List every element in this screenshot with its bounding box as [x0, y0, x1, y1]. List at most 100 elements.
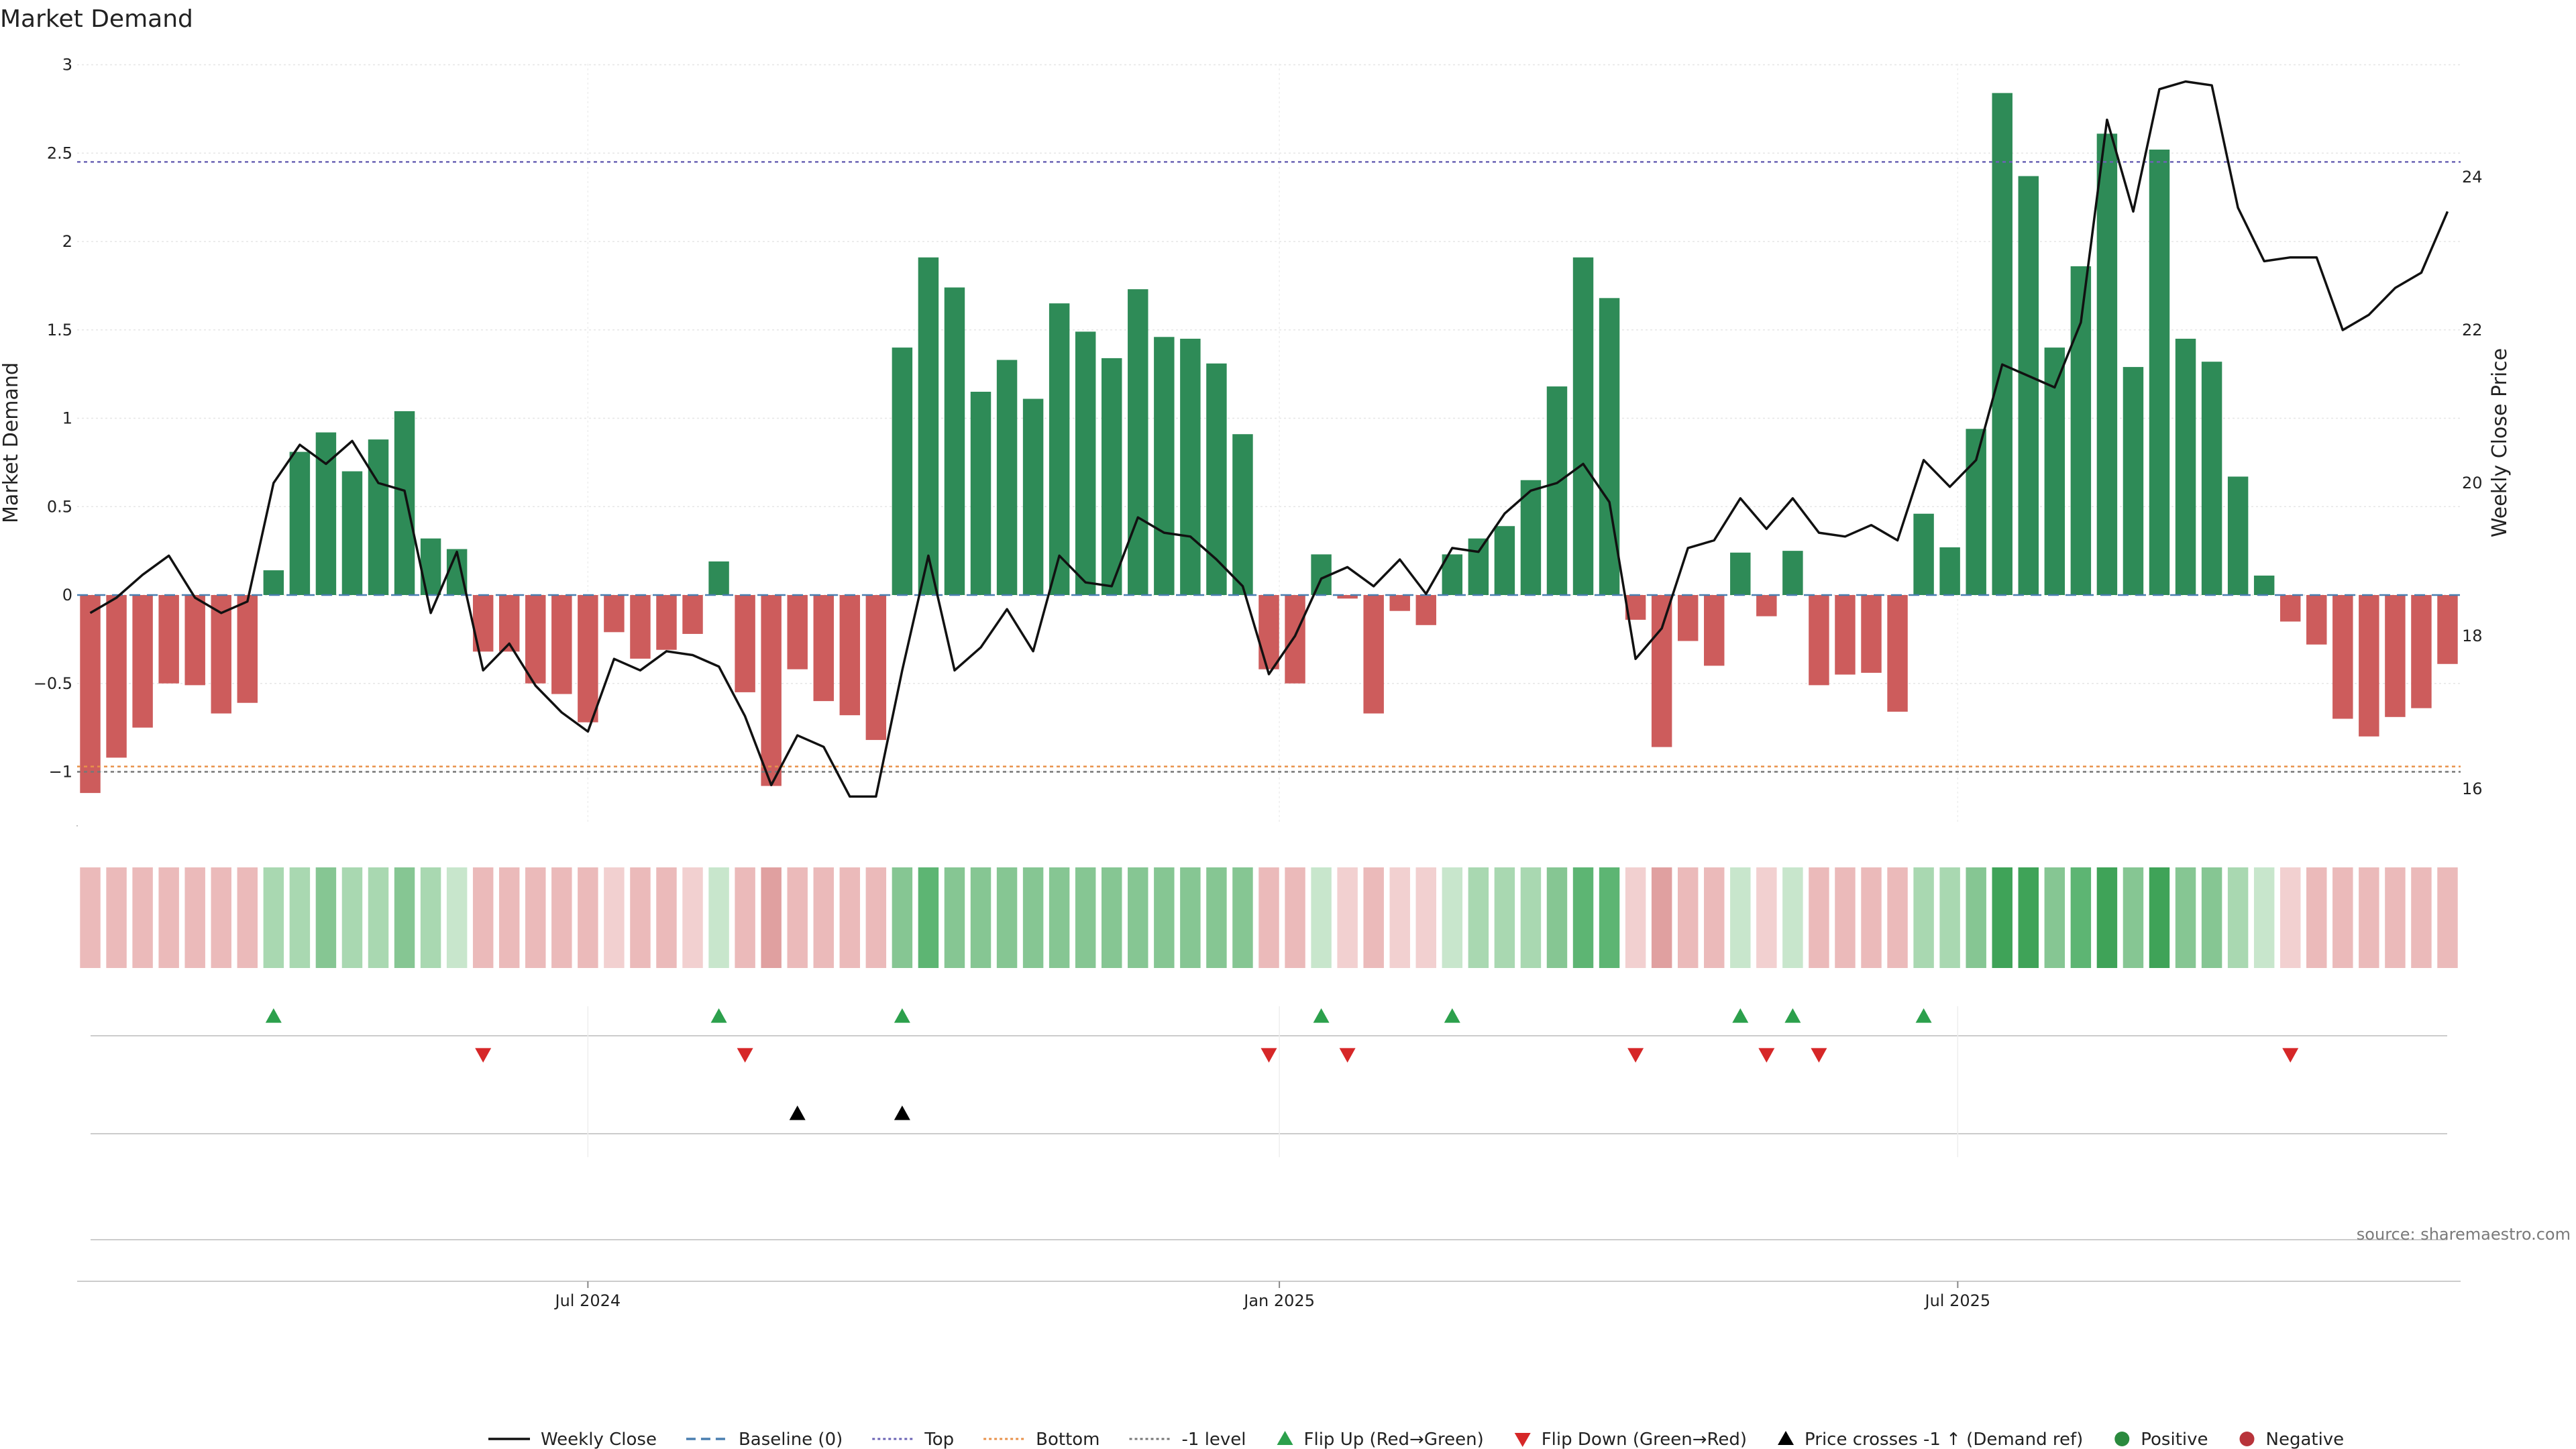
strip-cell — [1625, 867, 1646, 968]
strip-cell — [498, 867, 520, 968]
strip-cell — [1049, 867, 1070, 968]
legend-item: Flip Up (Red→Green) — [1277, 1430, 1484, 1449]
demand-bar — [1887, 595, 1908, 712]
flip-up-marker — [1313, 1008, 1330, 1023]
strip-cell — [682, 867, 703, 968]
price-line-group — [89, 80, 2449, 798]
legend-item: Baseline (0) — [686, 1430, 843, 1449]
right-axis-ticks: 24 22 20 18 16 — [2462, 168, 2483, 798]
demand-bar — [1835, 595, 1856, 675]
strip-cell — [1311, 867, 1332, 968]
strip-cell — [604, 867, 625, 968]
demand-bar — [944, 287, 965, 595]
strip-cell — [2018, 867, 2039, 968]
strip-cell — [2411, 867, 2432, 968]
strip-cell — [944, 867, 965, 968]
y-tick-label: 3 — [62, 56, 72, 74]
strip-cell — [289, 867, 311, 968]
legend-item: Positive — [2114, 1430, 2208, 1449]
legend: Weekly Close Baseline (0) Top Bottom -1 leve… — [488, 1430, 2344, 1449]
demand-bar — [1809, 595, 1829, 686]
demand-bar — [1677, 595, 1699, 641]
demand-bar — [1730, 552, 1751, 595]
strip-cell — [787, 867, 808, 968]
flip-down-marker — [1758, 1048, 1775, 1063]
demand-bar — [1913, 513, 1934, 595]
demand-bar — [1966, 429, 1986, 595]
demand-bar — [1939, 547, 1960, 595]
demand-bar — [708, 561, 729, 595]
y2-tick-label: 22 — [2462, 321, 2483, 339]
strip-cell — [1075, 867, 1096, 968]
demand-bar — [1704, 595, 1725, 666]
demand-strip — [80, 867, 2458, 968]
demand-bar — [263, 570, 284, 595]
demand-bar — [368, 439, 389, 595]
strip-cell — [1232, 867, 1253, 968]
legend-swatch-triangle-down — [1514, 1433, 1531, 1447]
demand-bar — [498, 595, 520, 652]
demand-bar — [106, 595, 127, 758]
demand-bar — [2201, 362, 2222, 595]
demand-bar — [1651, 595, 1672, 747]
strip-cell — [2201, 867, 2222, 968]
left-axis-ticks: 3 2.5 2 1.5 1 0.5 0 −0.5 −1 — [34, 56, 72, 782]
strip-cell — [1285, 867, 1305, 968]
demand-bar — [1258, 595, 1279, 669]
demand-bar — [1232, 434, 1253, 595]
strip-cell — [1992, 867, 2012, 968]
legend-label: Positive — [2141, 1430, 2208, 1449]
strip-cell — [237, 867, 258, 968]
y-tick-label: 2 — [62, 232, 72, 251]
demand-bar — [158, 595, 179, 684]
demand-bar — [1415, 595, 1436, 625]
demand-bar — [1022, 398, 1044, 595]
legend-swatch-triangle-up — [1778, 1431, 1794, 1445]
flip-down-marker — [1339, 1048, 1356, 1063]
y-tick-label: 2.5 — [47, 144, 72, 162]
demand-bar — [237, 595, 258, 703]
strip-cell — [1677, 867, 1699, 968]
event-panels — [91, 1006, 2447, 1240]
x-tick-label: Jul 2024 — [554, 1291, 621, 1310]
strip-cell — [263, 867, 284, 968]
strip-cell — [1494, 867, 1515, 968]
strip-cell — [368, 867, 389, 968]
x-axis: Jul 2024 Jan 2025 Jul 2025 — [77, 1281, 2461, 1310]
demand-bar — [1102, 358, 1122, 595]
demand-bar — [630, 595, 651, 659]
demand-bar — [1337, 595, 1358, 599]
strip-cell — [106, 867, 127, 968]
y-tick-label: 1.5 — [47, 321, 72, 339]
demand-bar — [1075, 331, 1096, 595]
strip-cell — [2332, 867, 2353, 968]
strip-cell — [2437, 867, 2458, 968]
strip-cell — [761, 867, 782, 968]
strip-cell — [1180, 867, 1201, 968]
strip-cell — [315, 867, 337, 968]
demand-bar — [211, 595, 231, 714]
strip-cell — [578, 867, 598, 968]
demand-bar — [2227, 476, 2249, 595]
legend-label: Top — [924, 1430, 954, 1449]
legend-label: -1 level — [1182, 1430, 1246, 1449]
y2-tick-label: 16 — [2462, 780, 2483, 798]
demand-bar — [1363, 595, 1384, 714]
legend-label: Weekly Close — [541, 1430, 657, 1449]
reference-lines — [77, 161, 2461, 773]
strip-cell — [472, 867, 494, 968]
y2-tick-label: 24 — [2462, 168, 2483, 186]
legend-swatch-circle — [2239, 1432, 2255, 1446]
demand-bar — [1468, 538, 1489, 595]
demand-bar — [420, 538, 441, 595]
demand-bar — [918, 257, 939, 595]
flip-down-marker — [475, 1048, 492, 1063]
legend-swatch-circle — [2114, 1432, 2130, 1446]
flip-up-marker — [1732, 1008, 1749, 1023]
strip-cell — [2044, 867, 2065, 968]
price-cross-marker — [789, 1106, 806, 1120]
strip-cell — [1835, 867, 1856, 968]
strip-cell — [2123, 867, 2144, 968]
demand-bar — [2385, 595, 2406, 717]
